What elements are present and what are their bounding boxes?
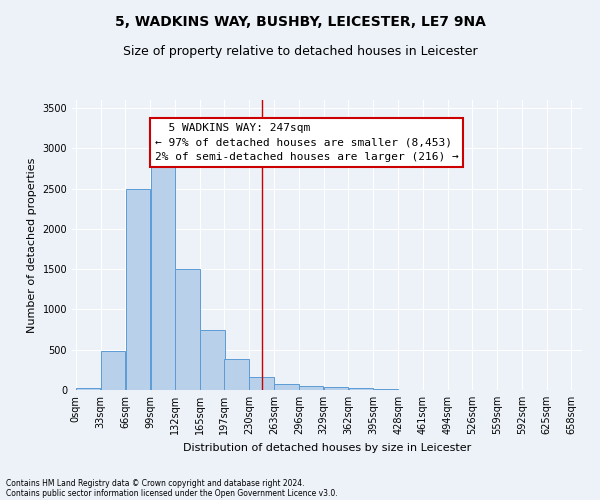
Bar bbox=[151, 163, 175, 390]
Text: Contains public sector information licensed under the Open Government Licence v3: Contains public sector information licen… bbox=[6, 488, 338, 498]
Bar bbox=[349, 388, 373, 390]
Bar bbox=[299, 386, 323, 390]
Text: Contains HM Land Registry data © Crown copyright and database right 2024.: Contains HM Land Registry data © Crown c… bbox=[6, 478, 305, 488]
X-axis label: Distribution of detached houses by size in Leicester: Distribution of detached houses by size … bbox=[183, 442, 471, 452]
Text: Size of property relative to detached houses in Leicester: Size of property relative to detached ho… bbox=[122, 45, 478, 58]
Bar bbox=[374, 389, 398, 390]
Bar bbox=[175, 269, 200, 390]
Bar bbox=[249, 377, 274, 390]
Bar bbox=[324, 387, 348, 390]
Text: 5 WADKINS WAY: 247sqm
← 97% of detached houses are smaller (8,453)
2% of semi-de: 5 WADKINS WAY: 247sqm ← 97% of detached … bbox=[155, 122, 458, 162]
Bar bbox=[125, 188, 150, 390]
Bar bbox=[224, 358, 249, 390]
Bar bbox=[200, 330, 225, 390]
Bar bbox=[274, 384, 299, 390]
Y-axis label: Number of detached properties: Number of detached properties bbox=[27, 158, 37, 332]
Text: 5, WADKINS WAY, BUSHBY, LEICESTER, LE7 9NA: 5, WADKINS WAY, BUSHBY, LEICESTER, LE7 9… bbox=[115, 15, 485, 29]
Bar bbox=[101, 352, 125, 390]
Bar bbox=[76, 388, 100, 390]
